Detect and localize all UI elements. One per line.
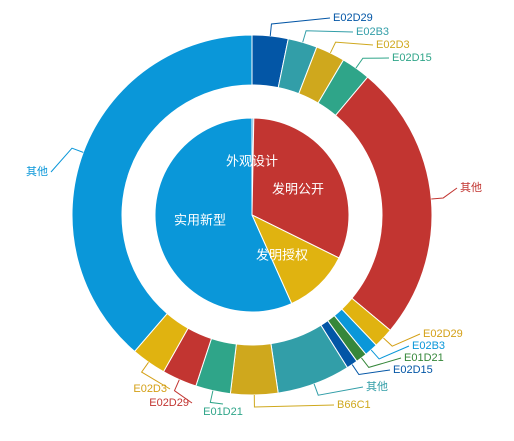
outer-slice-14[interactable] xyxy=(71,34,253,353)
outer-label-8-e02d15: E02D15 xyxy=(393,364,433,376)
outer-label-10-b66c1: B66C1 xyxy=(337,399,371,411)
outer-slice-10[interactable] xyxy=(229,343,279,396)
outer-label-9-其他: 其他 xyxy=(366,380,388,393)
outer-label-6-e02b3: E02B3 xyxy=(412,340,445,352)
leader-line-2 xyxy=(329,41,374,54)
outer-label-7-e01d21: E01D21 xyxy=(404,352,444,364)
leader-line-8 xyxy=(351,364,391,376)
inner-label-2: 发明授权 xyxy=(256,247,308,262)
leader-line-1 xyxy=(302,30,354,43)
outer-label-2-e02d3: E02D3 xyxy=(376,39,410,51)
leader-line-12 xyxy=(173,379,193,404)
outer-label-11-e01d21: E01D21 xyxy=(203,406,243,418)
leader-line-9 xyxy=(313,383,364,396)
labels: 外观设计发明公开发明授权实用新型E02D29E02B3E02D3E02D15其他… xyxy=(26,12,482,418)
leader-line-5 xyxy=(383,333,421,347)
outer-label-0-e02d29: E02D29 xyxy=(333,12,373,24)
inner-slice-3[interactable] xyxy=(154,117,293,313)
leader-line-0 xyxy=(269,17,331,36)
outer-slice-4[interactable] xyxy=(334,76,433,331)
inner-label-3: 实用新型 xyxy=(174,212,226,227)
outer-label-1-e02b3: E02B3 xyxy=(356,26,389,38)
leader-lines xyxy=(50,17,458,408)
outer-label-3-e02d15: E02D15 xyxy=(392,52,432,64)
leader-line-3 xyxy=(355,57,390,69)
inner-label-0: 外观设计 xyxy=(226,153,278,168)
outer-ring xyxy=(71,34,433,396)
outer-label-12-e02d29: E02D29 xyxy=(149,397,189,409)
leader-line-11 xyxy=(209,390,224,405)
inner-slice-1[interactable] xyxy=(251,117,350,259)
leader-line-10 xyxy=(253,394,335,408)
leader-line-6 xyxy=(370,345,410,360)
leader-line-7 xyxy=(361,357,402,368)
leader-line-13 xyxy=(140,361,171,390)
inner-pie xyxy=(154,117,350,313)
inner-slice-2[interactable] xyxy=(250,213,340,305)
leader-line-4 xyxy=(431,187,458,200)
outer-label-14-其他: 其他 xyxy=(26,165,48,178)
outer-label-4-其他: 其他 xyxy=(460,181,482,194)
outer-label-5-e02d29: E02D29 xyxy=(423,328,463,340)
inner-label-1: 发明公开 xyxy=(272,181,324,196)
leader-line-14 xyxy=(50,147,84,173)
outer-label-13-e02d3: E02D3 xyxy=(133,383,167,395)
